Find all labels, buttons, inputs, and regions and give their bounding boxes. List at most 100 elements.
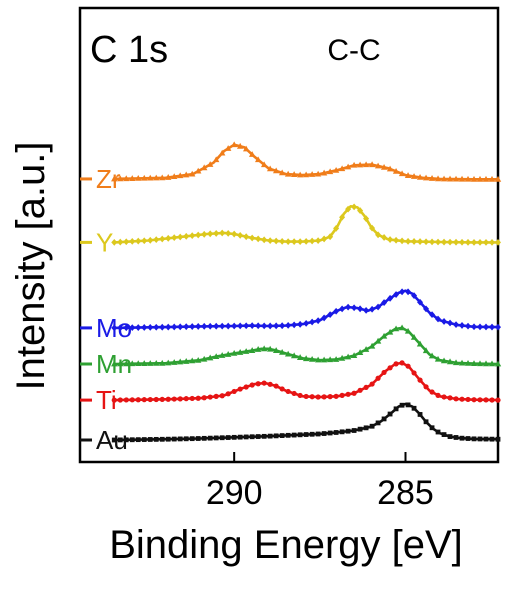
- data-point: [165, 323, 172, 331]
- data-point: [147, 174, 154, 181]
- data-point: [398, 170, 406, 177]
- data-point: [369, 224, 376, 232]
- data-point: [218, 149, 226, 156]
- data-point: [117, 360, 124, 367]
- data-point: [303, 319, 310, 327]
- data-point: [434, 355, 442, 362]
- data-point: [273, 383, 279, 389]
- data-point: [230, 349, 238, 356]
- data-point: [363, 215, 370, 223]
- data-point: [399, 402, 405, 408]
- data-point: [386, 328, 394, 335]
- data-point: [471, 323, 478, 331]
- data-point: [242, 145, 250, 152]
- data-point: [225, 322, 232, 330]
- data-point: [441, 238, 448, 246]
- series-y: [111, 203, 501, 246]
- data-point: [213, 435, 219, 441]
- series-mo: [111, 288, 501, 332]
- data-point: [315, 431, 321, 437]
- data-point: [338, 354, 346, 361]
- data-point: [159, 235, 166, 243]
- data-point: [117, 437, 123, 443]
- data-point: [399, 360, 405, 366]
- data-point: [285, 432, 291, 438]
- data-point: [417, 377, 423, 383]
- data-point: [447, 319, 454, 327]
- data-point: [447, 434, 453, 439]
- data-point: [447, 238, 454, 246]
- data-point: [332, 356, 340, 362]
- data-point: [477, 323, 484, 331]
- data-point: [465, 238, 472, 246]
- data-point: [315, 237, 322, 245]
- data-point: [470, 175, 478, 182]
- data-point: [212, 156, 220, 163]
- data-point: [453, 238, 460, 246]
- data-point: [284, 350, 292, 357]
- data-point: [417, 412, 423, 417]
- data-point: [387, 411, 393, 417]
- data-point: [399, 237, 406, 245]
- data-point: [362, 161, 370, 168]
- data-point: [435, 392, 441, 398]
- series-label-ti: Ti: [96, 385, 117, 415]
- data-point: [219, 435, 225, 441]
- data-point: [333, 307, 340, 315]
- data-point: [429, 311, 436, 318]
- data-point: [201, 230, 208, 238]
- data-point: [171, 323, 178, 331]
- data-point: [153, 359, 160, 366]
- data-point: [471, 239, 478, 246]
- data-point: [177, 233, 184, 241]
- data-point: [357, 305, 364, 313]
- data-point: [374, 162, 382, 169]
- data-point: [386, 165, 394, 172]
- data-point: [147, 396, 153, 403]
- data-point: [446, 358, 454, 365]
- data-point: [141, 324, 148, 331]
- data-point: [302, 171, 310, 178]
- data-point: [302, 355, 310, 362]
- data-point: [153, 323, 160, 331]
- data-point: [189, 323, 196, 330]
- data-point: [189, 232, 196, 240]
- data-point: [159, 436, 165, 442]
- data-point: [249, 382, 255, 388]
- data-point: [123, 324, 130, 332]
- data-point: [273, 322, 280, 330]
- data-point: [356, 349, 364, 355]
- data-point: [243, 384, 249, 390]
- data-point: [405, 237, 412, 245]
- data-point: [243, 322, 250, 330]
- data-point: [111, 437, 117, 443]
- chart-title: C 1s: [90, 29, 168, 71]
- x-axis-label: Binding Energy [eV]: [109, 523, 463, 567]
- data-point: [405, 288, 412, 296]
- data-point: [117, 397, 123, 403]
- data-point: [459, 435, 465, 441]
- data-point: [117, 324, 124, 332]
- data-point: [321, 235, 328, 243]
- data-point: [279, 433, 285, 438]
- data-point: [452, 175, 460, 182]
- data-point: [123, 437, 129, 443]
- data-point: [231, 388, 237, 395]
- x-axis-ticks: 290 285: [206, 452, 434, 512]
- data-point: [416, 174, 424, 180]
- x-tick-label-0: 290: [206, 474, 263, 512]
- data-point: [459, 322, 466, 329]
- data-point: [339, 305, 346, 313]
- data-point: [183, 358, 190, 364]
- data-point: [248, 347, 256, 353]
- data-point: [453, 396, 459, 402]
- data-point: [285, 321, 292, 329]
- data-point: [405, 363, 411, 369]
- data-point: [147, 323, 154, 331]
- data-point: [363, 384, 369, 391]
- data-point: [123, 360, 130, 367]
- data-point: [471, 397, 477, 403]
- data-point: [123, 175, 130, 182]
- data-point: [416, 340, 424, 347]
- data-point: [171, 359, 178, 365]
